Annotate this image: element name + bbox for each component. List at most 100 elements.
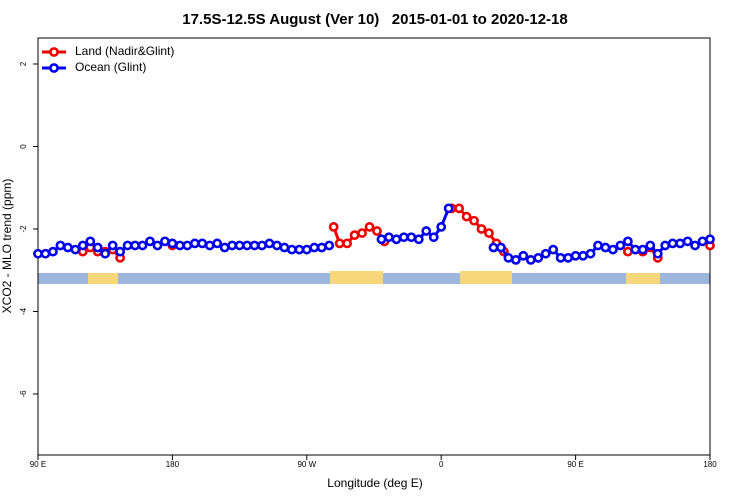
point xyxy=(622,246,633,257)
point xyxy=(660,240,671,251)
point xyxy=(279,242,290,253)
point xyxy=(525,255,536,265)
point xyxy=(548,244,559,255)
point xyxy=(484,228,494,238)
legend-marker xyxy=(49,63,59,73)
land-patch xyxy=(88,273,118,284)
y-tick-label: 2 xyxy=(19,61,28,66)
point xyxy=(705,234,715,245)
point xyxy=(62,242,73,253)
point xyxy=(682,236,693,247)
y-tick-label: -4 xyxy=(19,307,28,315)
point xyxy=(234,240,245,251)
point xyxy=(372,226,382,236)
point xyxy=(645,240,656,251)
point xyxy=(406,232,417,243)
point xyxy=(316,242,327,253)
point xyxy=(476,224,487,234)
x-tick-label: 90 E xyxy=(567,460,583,469)
x-tick-label: 90 E xyxy=(30,460,46,469)
point xyxy=(469,215,479,226)
point xyxy=(100,248,111,259)
point xyxy=(219,242,230,253)
x-tick-label: 180 xyxy=(703,460,717,469)
point xyxy=(264,238,275,249)
point xyxy=(301,244,312,255)
point xyxy=(55,240,66,251)
point xyxy=(578,250,588,261)
y-axis-label: XCO2 - MLO trend (ppm) xyxy=(0,179,14,314)
point xyxy=(593,240,603,251)
point xyxy=(413,234,424,245)
point xyxy=(182,240,193,251)
chart-title: 17.5S-12.5S August (Ver 10) 2015-01-01 t… xyxy=(182,11,567,28)
point xyxy=(622,236,633,247)
point xyxy=(309,242,320,253)
point xyxy=(357,228,367,238)
y-tick-label: -6 xyxy=(19,390,28,398)
point xyxy=(533,252,544,263)
point xyxy=(249,240,260,251)
point xyxy=(349,230,360,241)
point xyxy=(242,240,252,251)
point xyxy=(563,252,574,263)
point xyxy=(189,238,200,249)
point xyxy=(122,240,133,251)
point xyxy=(391,234,402,245)
point xyxy=(40,248,51,259)
series xyxy=(33,203,715,265)
point xyxy=(540,248,551,259)
y-tick-label: 0 xyxy=(19,144,28,149)
land-patch xyxy=(460,271,512,284)
point xyxy=(152,240,163,251)
x-tick-label: 90 W xyxy=(297,460,316,469)
point xyxy=(85,236,96,247)
point xyxy=(77,240,88,251)
point xyxy=(48,246,58,257)
point xyxy=(272,240,282,251)
point xyxy=(608,244,618,255)
legend-marker xyxy=(49,47,59,57)
y-tick-label: -2 xyxy=(19,225,28,233)
point xyxy=(667,238,678,249)
point xyxy=(518,250,529,261)
point xyxy=(675,238,686,249)
point xyxy=(115,246,126,257)
point xyxy=(384,232,394,243)
point xyxy=(137,240,148,251)
x-tick-label: 0 xyxy=(439,460,444,469)
point xyxy=(324,240,335,251)
point xyxy=(690,240,700,251)
point xyxy=(342,238,353,249)
point xyxy=(167,238,178,249)
point xyxy=(328,222,339,232)
point xyxy=(204,240,215,251)
point xyxy=(227,240,238,251)
point xyxy=(197,238,208,249)
point xyxy=(637,244,648,255)
point xyxy=(585,248,596,259)
point xyxy=(257,240,267,251)
point xyxy=(454,203,465,214)
point xyxy=(697,236,708,247)
point xyxy=(421,226,432,236)
point xyxy=(212,238,223,249)
legend-label: Ocean (Glint) xyxy=(75,60,146,74)
point xyxy=(160,236,170,247)
point xyxy=(555,252,566,263)
point xyxy=(376,234,387,245)
point xyxy=(294,244,305,255)
point xyxy=(145,236,155,247)
point xyxy=(510,255,521,265)
land-patch xyxy=(626,273,660,284)
land-patch xyxy=(330,271,383,284)
point xyxy=(652,248,663,259)
x-axis-label: Longitude (deg E) xyxy=(327,476,422,490)
point xyxy=(461,211,472,222)
point xyxy=(364,222,375,232)
x-tick-label: 180 xyxy=(166,460,180,469)
point xyxy=(70,244,81,255)
point xyxy=(488,242,499,253)
point xyxy=(334,238,345,249)
